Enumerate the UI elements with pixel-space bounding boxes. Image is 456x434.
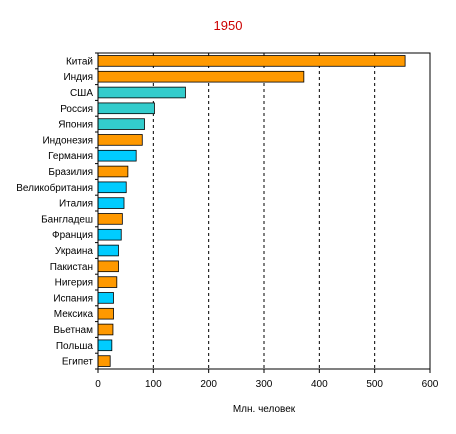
bar [97,149,137,162]
x-tick-label: 600 [422,379,439,390]
x-tick-label: 500 [366,379,383,390]
x-tick-label: 200 [200,379,217,390]
category-label: Украина [55,246,94,257]
bar [97,307,114,320]
category-label: Россия [60,104,93,115]
bar [97,134,143,146]
category-label: Пакистан [50,262,93,273]
bar [97,228,122,241]
chart-title: 1950 [214,18,243,33]
category-label: Нигерия [55,278,93,289]
bars [97,55,406,367]
bar [97,70,305,83]
bar [97,102,155,115]
bar [97,86,186,99]
bar [97,260,119,273]
x-tick-label: 0 [95,379,101,390]
x-axis-label: Млн. человек [233,404,296,415]
x-tick-label: 400 [311,379,328,390]
bar [97,276,118,288]
x-tick-label: 100 [145,379,162,390]
category-label: Япония [58,120,93,131]
grid [152,53,376,369]
x-tick-labels: 0 100 200 300 400 500 600 [95,379,439,390]
category-label: Польша [56,341,94,352]
category-label: Германия [48,151,93,162]
category-label: Бангладеш [41,214,93,225]
bar [97,213,123,225]
category-label: Индия [63,72,93,83]
bar [97,355,111,367]
bar [97,197,125,209]
bar [97,55,406,67]
bar [97,292,114,304]
bar [97,323,114,336]
bar [97,244,119,257]
category-label: Испания [53,293,93,304]
bar [97,339,113,352]
category-label: Китай [66,56,93,67]
bar [97,118,145,130]
category-label: США [70,88,93,99]
category-label: Индонезия [42,135,93,146]
bar [97,181,127,194]
category-label: Бразилия [48,167,93,178]
category-label: Вьетнам [53,325,93,336]
category-label: Италия [59,199,93,210]
category-label: Египет [62,357,94,368]
category-label: Франция [52,230,93,241]
category-label: Мексика [54,309,94,320]
category-labels: Китай Индия США Россия Япония Индонезия Герман… [16,56,93,367]
bar [97,165,129,178]
x-tick-label: 300 [256,379,273,390]
category-label: Великобритания [16,182,93,194]
axes [95,52,431,373]
